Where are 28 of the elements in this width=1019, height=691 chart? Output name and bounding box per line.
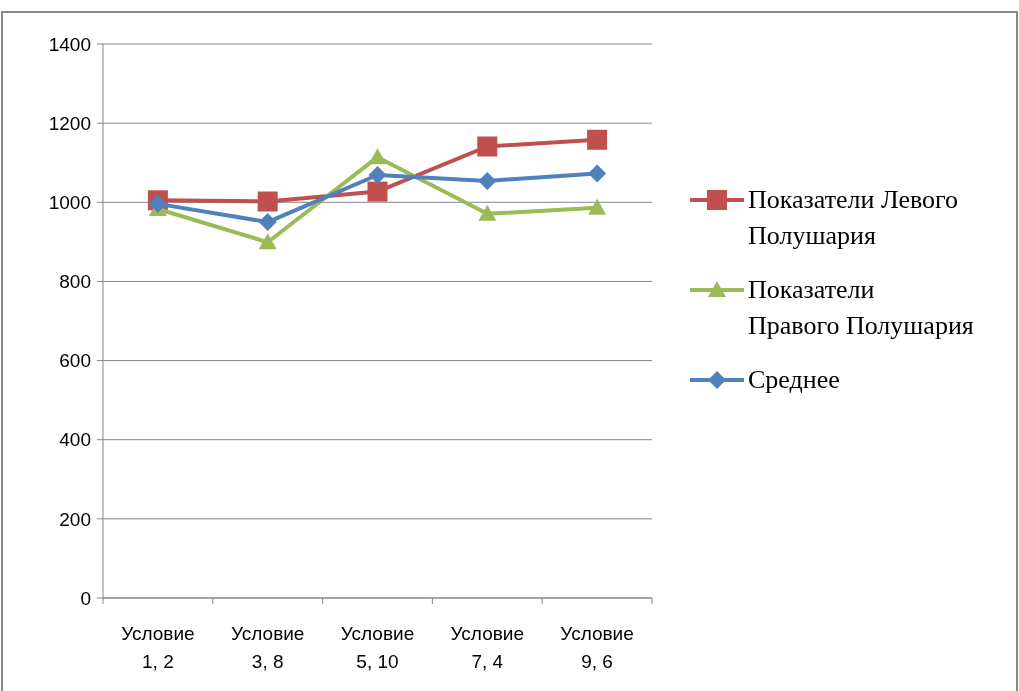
legend-label: Показатели Левого Полушария [748,185,959,250]
y-tick-label: 1000 [48,191,91,213]
point [367,181,388,202]
y-tick-label: 800 [59,271,91,293]
point [258,213,277,232]
point [478,171,497,190]
point [587,129,608,150]
y-tick-label: 600 [59,350,91,372]
point [477,136,498,157]
point [478,204,497,221]
legend-label: Среднее [748,365,840,394]
point [368,148,387,165]
x-tick-label: Условие 9, 6 [560,623,634,672]
y-tick-label: 1400 [48,33,91,55]
x-tick-label: Условие 5, 10 [340,623,415,672]
x-tick-label: Условие 3, 8 [230,623,305,672]
x-tick-label: Условие 1, 2 [121,623,195,672]
y-tick-label: 1200 [48,112,91,134]
y-tick-label: 400 [59,429,91,451]
y-tick-label: 0 [80,587,91,609]
point [588,198,607,215]
point [257,191,278,212]
point [588,164,607,183]
y-tick-label: 200 [59,508,91,530]
point [368,165,387,184]
x-tick-label: Условие 7, 4 [450,623,525,672]
point [258,233,277,250]
legend-label: Показатели Правого Полушария [748,275,974,340]
